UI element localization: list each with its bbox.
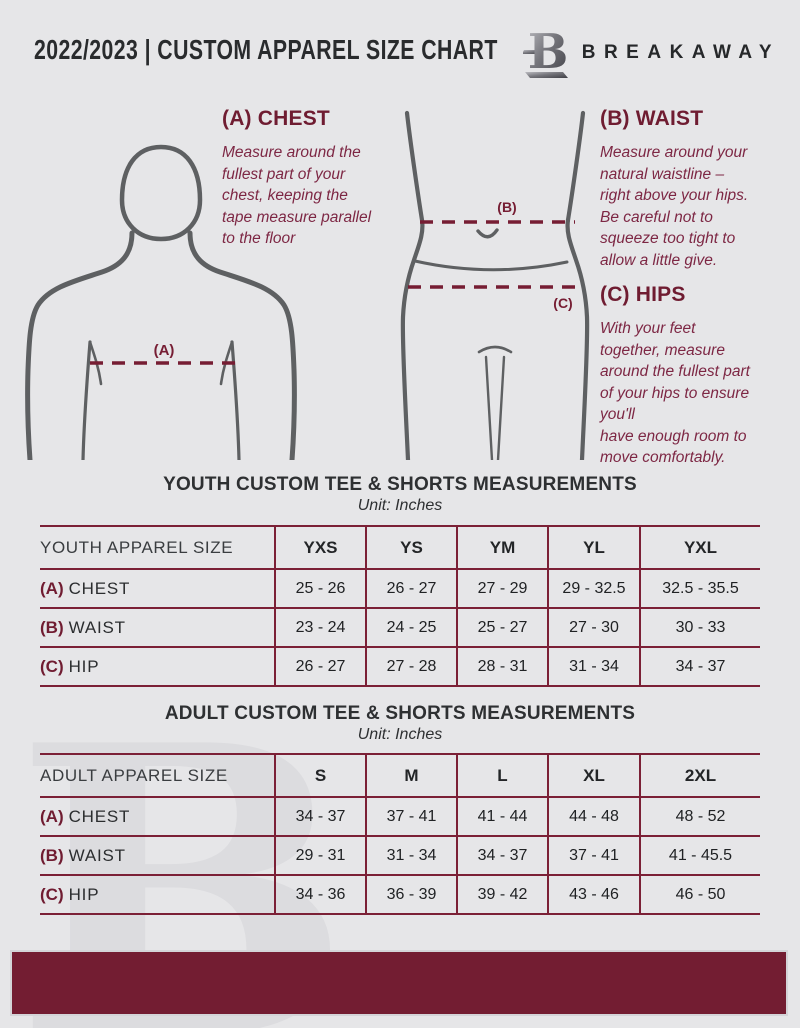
row-label-cell: (C) HIP: [40, 874, 275, 915]
adult-section-title: ADULT CUSTOM TEE & SHORTS MEASUREMENTS: [164, 703, 636, 724]
measurement-cell: 44 - 48: [547, 796, 640, 836]
svg-text:B: B: [527, 26, 568, 80]
size-column-header: 2XL: [639, 753, 760, 797]
measurement-cell: 28 - 31: [456, 646, 548, 687]
row-name: CHEST: [68, 806, 131, 826]
measurement-cell: 37 - 41: [547, 835, 640, 875]
chest-description: Measure around the fullest part of your …: [222, 144, 372, 247]
measurement-cell: 37 - 41: [365, 796, 457, 836]
hips-marker-label: (C): [553, 295, 572, 311]
youth-section-title: YOUTH CUSTOM TEE & SHORTS MEASUREMENTS: [163, 474, 637, 495]
adult-size-header-cell: ADULT APPAREL SIZE: [40, 753, 275, 797]
measurement-cell: 27 - 29: [456, 568, 548, 608]
measurement-cell: 34 - 37: [456, 835, 548, 875]
size-column-header: YXS: [274, 525, 366, 569]
table-header-row: YOUTH APPAREL SIZE YXS YS YM YL YXL: [40, 525, 760, 569]
youth-unit-label: Unit: Inches: [357, 497, 443, 514]
row-label-cell: (B) WAIST: [40, 835, 275, 875]
measurement-cell: 23 - 24: [274, 607, 366, 647]
waist-heading: (B) WAIST: [600, 107, 704, 130]
size-column-header: YM: [456, 525, 548, 569]
footer-bar: [10, 950, 788, 1016]
row-prefix: (B): [40, 845, 64, 865]
row-label-cell: (B) WAIST: [40, 607, 275, 647]
youth-size-table: YOUTH APPAREL SIZE YXS YS YM YL YXL (A) C…: [40, 525, 760, 687]
chest-guide: (A) CHEST Measure around the fullest par…: [222, 107, 417, 250]
hips-heading: (C) HIPS: [600, 283, 686, 306]
page-title: 2022/2023 | CUSTOM APPAREL SIZE CHART: [34, 34, 498, 66]
table-row: (C) HIP 26 - 27 27 - 28 28 - 31 31 - 34 3…: [40, 646, 760, 687]
measurement-cell: 25 - 26: [274, 568, 366, 608]
measurement-cell: 46 - 50: [639, 874, 760, 915]
measurement-cell: 29 - 32.5: [547, 568, 640, 608]
size-column-header: YXL: [639, 525, 760, 569]
measurement-cell: 34 - 36: [274, 874, 366, 915]
row-prefix: (B): [40, 617, 64, 637]
table-row: (A) CHEST 34 - 37 37 - 41 41 - 44 44 - 48…: [40, 796, 760, 836]
row-label-cell: (A) CHEST: [40, 568, 275, 608]
table-row: (B) WAIST 23 - 24 24 - 25 25 - 27 27 - 30…: [40, 607, 760, 647]
size-column-header: YL: [547, 525, 640, 569]
waist-marker-label: (B): [497, 199, 516, 215]
hips-guide: (C) HIPS With your feet together, measur…: [600, 283, 798, 469]
measurement-cell: 25 - 27: [456, 607, 548, 647]
breakaway-b-icon: B: [522, 26, 568, 80]
measurement-cell: 31 - 34: [365, 835, 457, 875]
lower-body-figure: (B) (C): [400, 110, 590, 460]
measurement-cell: 48 - 52: [639, 796, 760, 836]
youth-size-header-cell: YOUTH APPAREL SIZE: [40, 525, 275, 569]
brand-logo: B BREAKAWAY: [522, 24, 772, 82]
size-column-header: M: [365, 753, 457, 797]
upper-body-figure: (A): [25, 144, 297, 460]
table-row: (A) CHEST 25 - 26 26 - 27 27 - 29 29 - 32…: [40, 568, 760, 608]
measurement-cell: 36 - 39: [365, 874, 457, 915]
row-name: CHEST: [68, 578, 131, 598]
row-name: WAIST: [68, 845, 126, 865]
measurement-cell: 34 - 37: [639, 646, 760, 687]
measurement-cell: 43 - 46: [547, 874, 640, 915]
row-name: HIP: [68, 656, 100, 676]
table-row: (B) WAIST 29 - 31 31 - 34 34 - 37 37 - 41…: [40, 835, 760, 875]
measurement-cell: 41 - 45.5: [639, 835, 760, 875]
row-prefix: (A): [40, 578, 64, 598]
measurement-cell: 34 - 37: [274, 796, 366, 836]
row-prefix: (C): [40, 884, 64, 904]
measurement-cell: 24 - 25: [365, 607, 457, 647]
row-name: WAIST: [68, 617, 126, 637]
waist-description: Measure around your natural waistline – …: [600, 144, 749, 269]
measurement-cell: 27 - 28: [365, 646, 457, 687]
waist-guide: (B) WAIST Measure around your natural wa…: [600, 107, 798, 271]
hips-description: With your feet together, measure around …: [600, 320, 750, 466]
measurement-cell: 30 - 33: [639, 607, 760, 647]
measurement-cell: 32.5 - 35.5: [639, 568, 760, 608]
row-prefix: (C): [40, 656, 64, 676]
row-name: HIP: [68, 884, 100, 904]
adult-size-table: ADULT APPAREL SIZE S M L XL 2XL (A) CHEST…: [40, 753, 760, 915]
brand-name: BREAKAWAY: [581, 42, 780, 63]
size-column-header: S: [274, 753, 366, 797]
chest-heading: (A) CHEST: [222, 107, 330, 130]
measurement-cell: 26 - 27: [274, 646, 366, 687]
chest-marker-label: (A): [154, 342, 175, 359]
size-column-header: XL: [547, 753, 640, 797]
row-label-cell: (C) HIP: [40, 646, 275, 687]
measurement-cell: 26 - 27: [365, 568, 457, 608]
adult-unit-label: Unit: Inches: [357, 726, 443, 743]
measurement-cell: 39 - 42: [456, 874, 548, 915]
row-label-cell: (A) CHEST: [40, 796, 275, 836]
size-column-header: L: [456, 753, 548, 797]
row-prefix: (A): [40, 806, 64, 826]
measurement-cell: 27 - 30: [547, 607, 640, 647]
measurement-cell: 31 - 34: [547, 646, 640, 687]
table-row: (C) HIP 34 - 36 36 - 39 39 - 42 43 - 46 4…: [40, 874, 760, 915]
measurement-cell: 29 - 31: [274, 835, 366, 875]
measurement-cell: 41 - 44: [456, 796, 548, 836]
size-column-header: YS: [365, 525, 457, 569]
table-header-row: ADULT APPAREL SIZE S M L XL 2XL: [40, 753, 760, 797]
